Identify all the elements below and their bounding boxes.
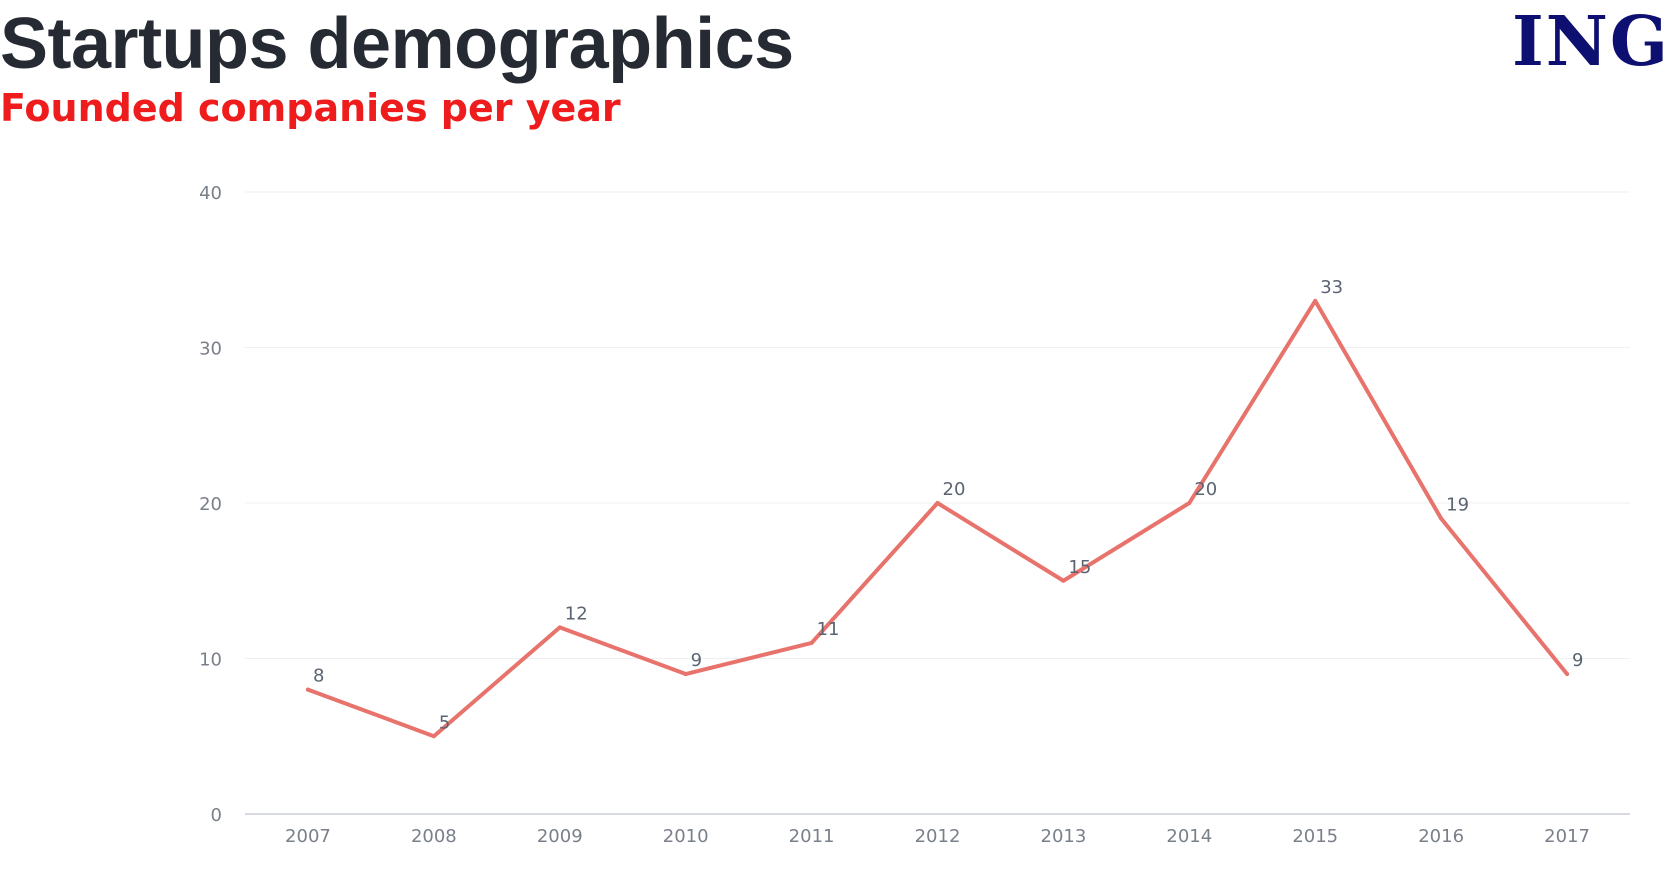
y-tick-label: 0: [211, 805, 222, 826]
y-axis-tick-labels: 0 10 20 30 40: [199, 183, 222, 826]
x-tick-label: 2013: [1041, 826, 1087, 847]
data-point: [305, 687, 310, 692]
data-point: [809, 640, 814, 645]
x-tick-label: 2016: [1418, 826, 1464, 847]
data-label: 12: [565, 603, 588, 624]
data-label: 11: [817, 619, 840, 640]
data-point: [1565, 672, 1570, 677]
data-point: [557, 625, 562, 630]
data-label: 20: [943, 479, 966, 500]
x-tick-label: 2008: [411, 826, 457, 847]
x-axis-tick-labels: 2007 2008 2009 2010 2011 2012 2013 2014 2015 2016…: [285, 826, 1590, 847]
x-tick-label: 2011: [789, 826, 835, 847]
data-label: 33: [1320, 277, 1343, 298]
data-point: [1187, 501, 1192, 505]
data-point: [1061, 578, 1066, 583]
x-tick-label: 2017: [1544, 826, 1590, 847]
series-line: [305, 298, 1570, 739]
x-tick-label: 2012: [915, 826, 961, 847]
ing-logo: ING: [1511, 2, 1670, 82]
y-tick-label: 10: [199, 650, 222, 671]
data-label: 20: [1194, 479, 1217, 500]
series-line-path: [305, 298, 1570, 739]
data-label: 19: [1446, 495, 1469, 516]
data-point: [683, 672, 688, 677]
data-label: 9: [691, 650, 702, 671]
x-tick-label: 2007: [285, 826, 331, 847]
y-tick-label: 40: [199, 183, 222, 204]
data-label: 9: [1572, 650, 1583, 671]
data-labels: 8 5 12 9 11 20 15 20 33 19 9: [313, 277, 1584, 733]
data-label: 15: [1068, 557, 1091, 578]
y-tick-label: 30: [199, 339, 222, 360]
x-tick-label: 2015: [1292, 826, 1338, 847]
grid-lines: [245, 191, 1630, 815]
x-tick-label: 2014: [1166, 826, 1212, 847]
x-tick-label: 2010: [663, 826, 709, 847]
data-point: [1439, 516, 1444, 521]
y-tick-label: 20: [199, 494, 222, 515]
data-label: 8: [313, 666, 324, 687]
data-point: [1313, 298, 1318, 303]
data-point: [431, 734, 436, 739]
page-subtitle: Founded companies per year: [0, 86, 621, 130]
data-point: [935, 501, 940, 505]
x-tick-label: 2009: [537, 826, 583, 847]
page-title: Startups demographics: [0, 4, 794, 84]
data-label: 5: [439, 712, 450, 733]
